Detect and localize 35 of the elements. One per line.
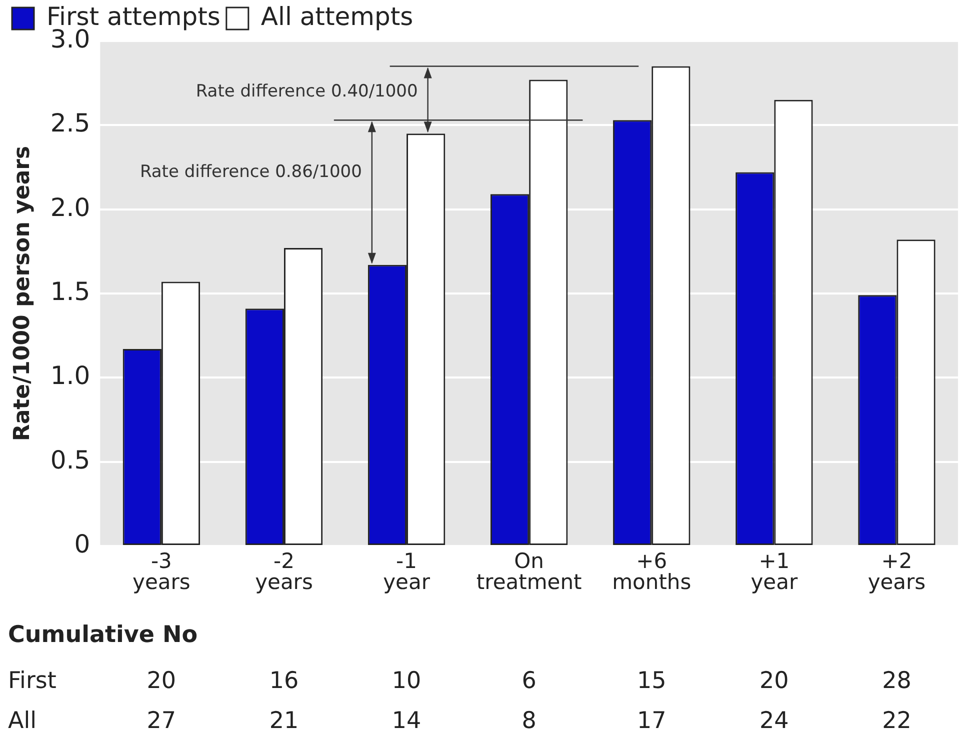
text: 17 — [636, 708, 666, 734]
text: 16 — [269, 668, 299, 694]
annotation: Rate difference 0.86/1000 — [140, 162, 362, 182]
x-tick-label: -3 years — [132, 548, 190, 594]
text: 10 — [392, 668, 422, 694]
x-tick-label: On treatment — [476, 548, 582, 594]
x-tick-label: +6 months — [612, 548, 692, 594]
text: 15 — [636, 668, 666, 694]
text: First — [8, 668, 56, 694]
x-tick-label: -2 years — [255, 548, 313, 594]
y-tick-label: 1.0 — [50, 361, 90, 390]
text: 8 — [522, 708, 536, 734]
text: 21 — [269, 708, 299, 734]
y-tick-label: 2.5 — [50, 108, 90, 138]
y-axis-title: Rate/1000 person years — [10, 146, 35, 442]
x-tick-label: -1 year — [383, 548, 430, 594]
x-tick-label: +1 year — [750, 548, 798, 594]
text: 24 — [760, 708, 789, 734]
legend-label: All attempts — [260, 2, 414, 31]
y-tick-label: 3.0 — [50, 24, 90, 54]
y-tick-label: 2.0 — [50, 192, 90, 222]
x-tick-label: +2 years — [868, 548, 926, 594]
annotation: Rate difference 0.40/1000 — [196, 81, 418, 102]
text: 6 — [522, 668, 536, 694]
y-tick-label: 0 — [74, 530, 90, 558]
y-tick-label: 0.5 — [50, 445, 90, 474]
text: 22 — [882, 708, 912, 734]
text: 20 — [146, 668, 176, 694]
text: 14 — [392, 708, 422, 734]
text: Cumulative No — [8, 622, 198, 648]
y-tick-label: 1.5 — [50, 277, 90, 306]
text: All — [8, 708, 37, 734]
text: 28 — [882, 668, 912, 694]
text: 20 — [760, 668, 789, 694]
text: 27 — [146, 708, 176, 734]
